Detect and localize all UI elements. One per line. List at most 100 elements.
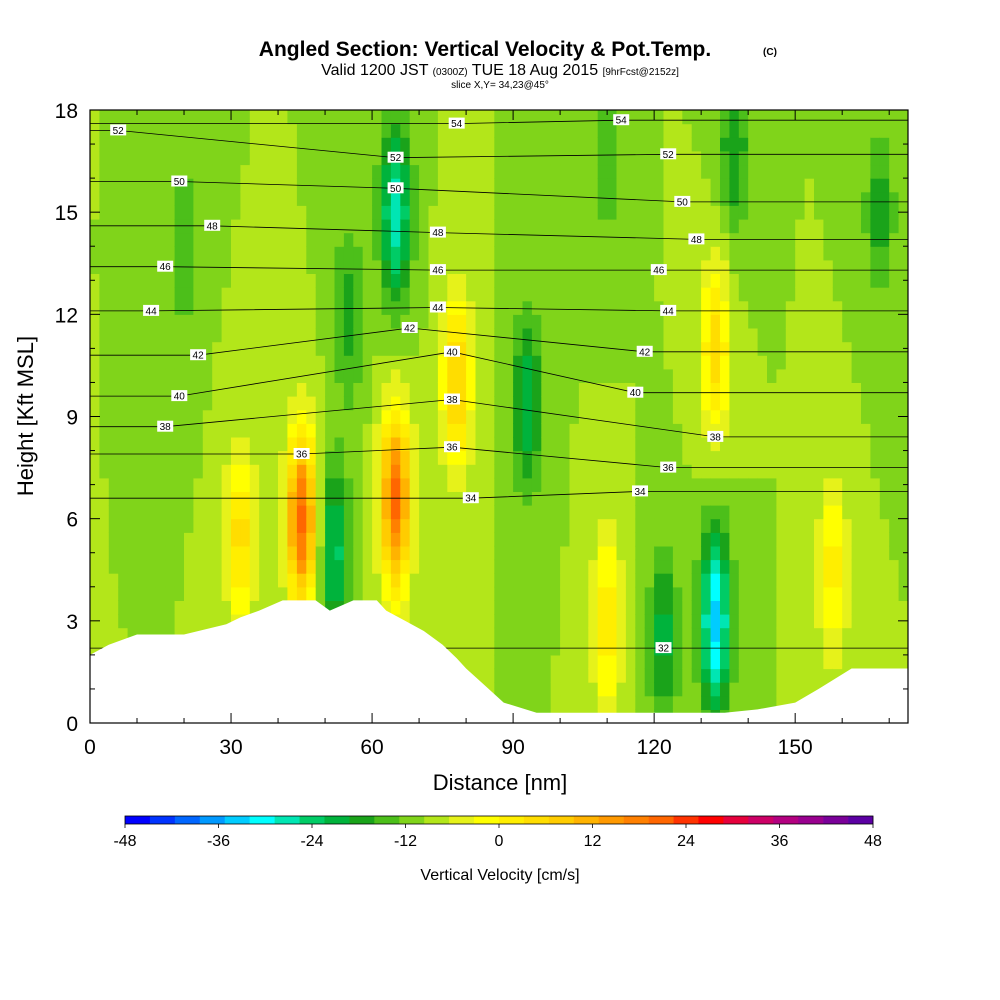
velocity-cell (184, 545, 194, 561)
theta-label: 50 (677, 197, 689, 208)
velocity-cell (212, 586, 223, 601)
velocity-cell (588, 300, 599, 315)
velocity-cell (720, 518, 730, 533)
theta-label-bg (660, 304, 677, 316)
velocity-cell (390, 450, 401, 465)
velocity-cell (249, 396, 260, 411)
velocity-cell (644, 668, 655, 683)
velocity-cell (635, 559, 646, 574)
velocity-cell (804, 246, 815, 261)
velocity-cell (569, 382, 580, 397)
velocity-cell (597, 477, 608, 492)
velocity-cell (889, 382, 900, 397)
velocity-cell (390, 232, 401, 247)
velocity-cell (682, 532, 693, 547)
velocity-cell (720, 545, 730, 561)
velocity-cell (607, 259, 618, 274)
velocity-cell (419, 477, 430, 492)
velocity-cell (776, 505, 787, 520)
velocity-cell (701, 409, 712, 424)
velocity-cell (588, 328, 599, 343)
velocity-cell (663, 205, 674, 220)
velocity-cell (729, 423, 740, 438)
velocity-cell (701, 464, 712, 479)
velocity-cell (851, 505, 862, 520)
velocity-cell (720, 246, 730, 261)
velocity-cell (823, 178, 834, 193)
velocity-cell (231, 246, 241, 261)
colorbar-swatch (548, 816, 575, 824)
velocity-cell (832, 586, 843, 601)
velocity-cell (127, 409, 138, 424)
velocity-cell (870, 409, 881, 424)
velocity-cell (785, 396, 796, 411)
velocity-cell (127, 273, 138, 288)
velocity-cell (484, 232, 495, 247)
velocity-cell (823, 328, 834, 343)
velocity-cell (738, 614, 749, 629)
velocity-cell (663, 409, 674, 424)
velocity-cell (823, 368, 834, 383)
velocity-cell (409, 382, 420, 397)
velocity-cell (212, 600, 223, 615)
velocity-cell (569, 287, 580, 302)
velocity-cell (99, 328, 110, 343)
velocity-cell (174, 396, 185, 411)
velocity-cell (146, 273, 157, 288)
velocity-cell (776, 300, 787, 315)
velocity-cell (861, 450, 871, 465)
velocity-cell (456, 600, 467, 615)
velocity-cell (635, 477, 646, 492)
velocity-cell (701, 614, 712, 629)
velocity-cell (353, 450, 364, 465)
velocity-cell (484, 682, 495, 697)
velocity-cell (240, 259, 251, 274)
velocity-cell (842, 355, 853, 370)
velocity-cell (108, 423, 119, 438)
velocity-cell (644, 559, 655, 574)
velocity-cell (334, 518, 345, 533)
velocity-cell (701, 150, 712, 166)
theta-contour-labels: 5250484644424038365452504846444240383634… (110, 114, 724, 655)
velocity-cell (597, 614, 608, 629)
velocity-cell (184, 559, 194, 574)
velocity-cell (409, 150, 420, 166)
velocity-cell (578, 409, 589, 424)
velocity-cell (522, 695, 533, 710)
velocity-cell (212, 123, 223, 138)
velocity-cell (607, 382, 618, 397)
velocity-cell (842, 150, 853, 166)
velocity-cell (804, 328, 815, 343)
velocity-cell (127, 382, 138, 397)
velocity-cell (560, 110, 571, 125)
velocity-cell (842, 545, 853, 561)
velocity-cell (146, 573, 157, 588)
velocity-cell (748, 205, 759, 220)
velocity-cell (889, 409, 900, 424)
velocity-cell (268, 137, 279, 152)
velocity-cell (447, 232, 458, 247)
velocity-cell (372, 246, 383, 261)
colorbar-swatch (623, 816, 649, 824)
velocity-cell (296, 314, 307, 329)
velocity-cell (861, 164, 871, 179)
velocity-cell (381, 137, 392, 152)
velocity-cell (814, 150, 824, 166)
velocity-cell (231, 110, 241, 125)
velocity-cell (729, 505, 740, 520)
colorbar-swatch (474, 816, 500, 824)
velocity-cell (757, 477, 768, 492)
velocity-cell (879, 436, 890, 452)
velocity-cell (447, 586, 458, 601)
velocity-cell (325, 259, 336, 274)
velocity-cell (522, 137, 533, 152)
colorbar-swatch (673, 816, 699, 824)
velocity-cell (202, 436, 213, 452)
velocity-cell (889, 191, 900, 206)
velocity-cell (118, 532, 129, 547)
velocity-cell (644, 545, 655, 561)
velocity-cell (832, 273, 843, 288)
velocity-cell (278, 532, 288, 547)
velocity-cell (146, 423, 157, 438)
velocity-cell (165, 300, 176, 315)
